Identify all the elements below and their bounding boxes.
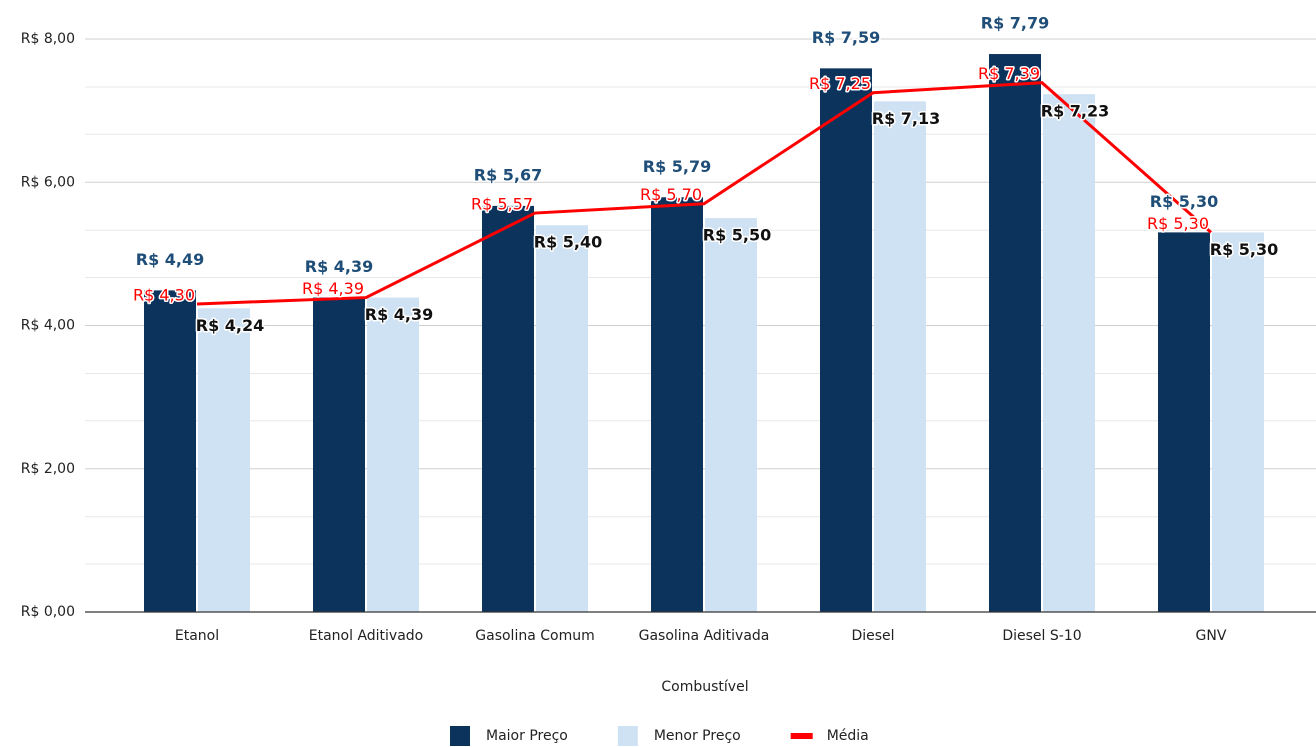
value-label: R$ 7,23: [1041, 102, 1110, 121]
bar: [705, 218, 757, 612]
legend-swatch: [790, 733, 813, 739]
legend-label: Média: [827, 728, 869, 744]
y-tick-label: R$ 2,00: [21, 461, 75, 477]
x-tick-label: Gasolina Comum: [475, 628, 594, 644]
bar: [651, 197, 703, 612]
value-label: R$ 4,39: [365, 305, 434, 324]
bar: [367, 297, 419, 612]
value-label: R$ 5,79: [643, 157, 712, 176]
bar: [1158, 232, 1210, 612]
value-label: R$ 5,50: [703, 226, 772, 245]
value-label: R$ 4,49: [136, 250, 205, 269]
line: [196, 81, 1212, 306]
bar: [874, 101, 926, 612]
value-label: R$ 5,70: [640, 185, 702, 204]
legend-label: Maior Preço: [486, 728, 568, 744]
x-tick-label: Diesel S-10: [1002, 628, 1081, 644]
value-label: R$ 4,39: [305, 257, 374, 276]
x-axis-label: Combustível: [661, 679, 748, 695]
value-label: R$ 5,67: [474, 165, 543, 184]
bar: [820, 68, 872, 612]
x-tick-label: Etanol: [175, 628, 219, 644]
bar: [313, 297, 365, 612]
y-tick-label: R$ 6,00: [21, 174, 75, 190]
value-label: R$ 4,30: [133, 286, 195, 305]
bar: [1043, 94, 1095, 613]
bar: [198, 308, 250, 612]
legend-label: Menor Preço: [654, 728, 741, 744]
value-label: R$ 5,40: [534, 233, 603, 252]
bar: [989, 54, 1041, 612]
value-label: R$ 7,13: [872, 109, 941, 128]
value-label: R$ 7,79: [981, 14, 1050, 33]
x-tick-label: Gasolina Aditivada: [639, 628, 770, 644]
x-tick-label: Diesel: [851, 628, 894, 644]
value-label: R$ 7,25: [809, 74, 871, 93]
value-label: R$ 7,39: [978, 64, 1040, 83]
bar: [536, 225, 588, 612]
value-label: R$ 5,30: [1150, 192, 1219, 211]
x-tick-label: Etanol Aditivado: [309, 628, 424, 644]
legend-swatch: [617, 726, 638, 746]
y-tick-label: R$ 0,00: [21, 604, 75, 620]
bar: [144, 290, 196, 612]
bar: [482, 205, 534, 613]
legend-swatch: [450, 726, 470, 746]
bar: [1212, 232, 1264, 612]
y-tick-label: R$ 8,00: [21, 31, 75, 47]
value-label: R$ 5,30: [1210, 240, 1279, 259]
value-label: R$ 4,39: [302, 279, 364, 298]
value-label: R$ 5,30: [1147, 214, 1209, 233]
value-label: R$ 5,57: [471, 195, 533, 214]
y-tick-label: R$ 4,00: [21, 318, 75, 334]
value-label: R$ 4,24: [196, 316, 265, 335]
x-tick-label: GNV: [1196, 628, 1227, 644]
value-label: R$ 7,59: [812, 28, 881, 47]
